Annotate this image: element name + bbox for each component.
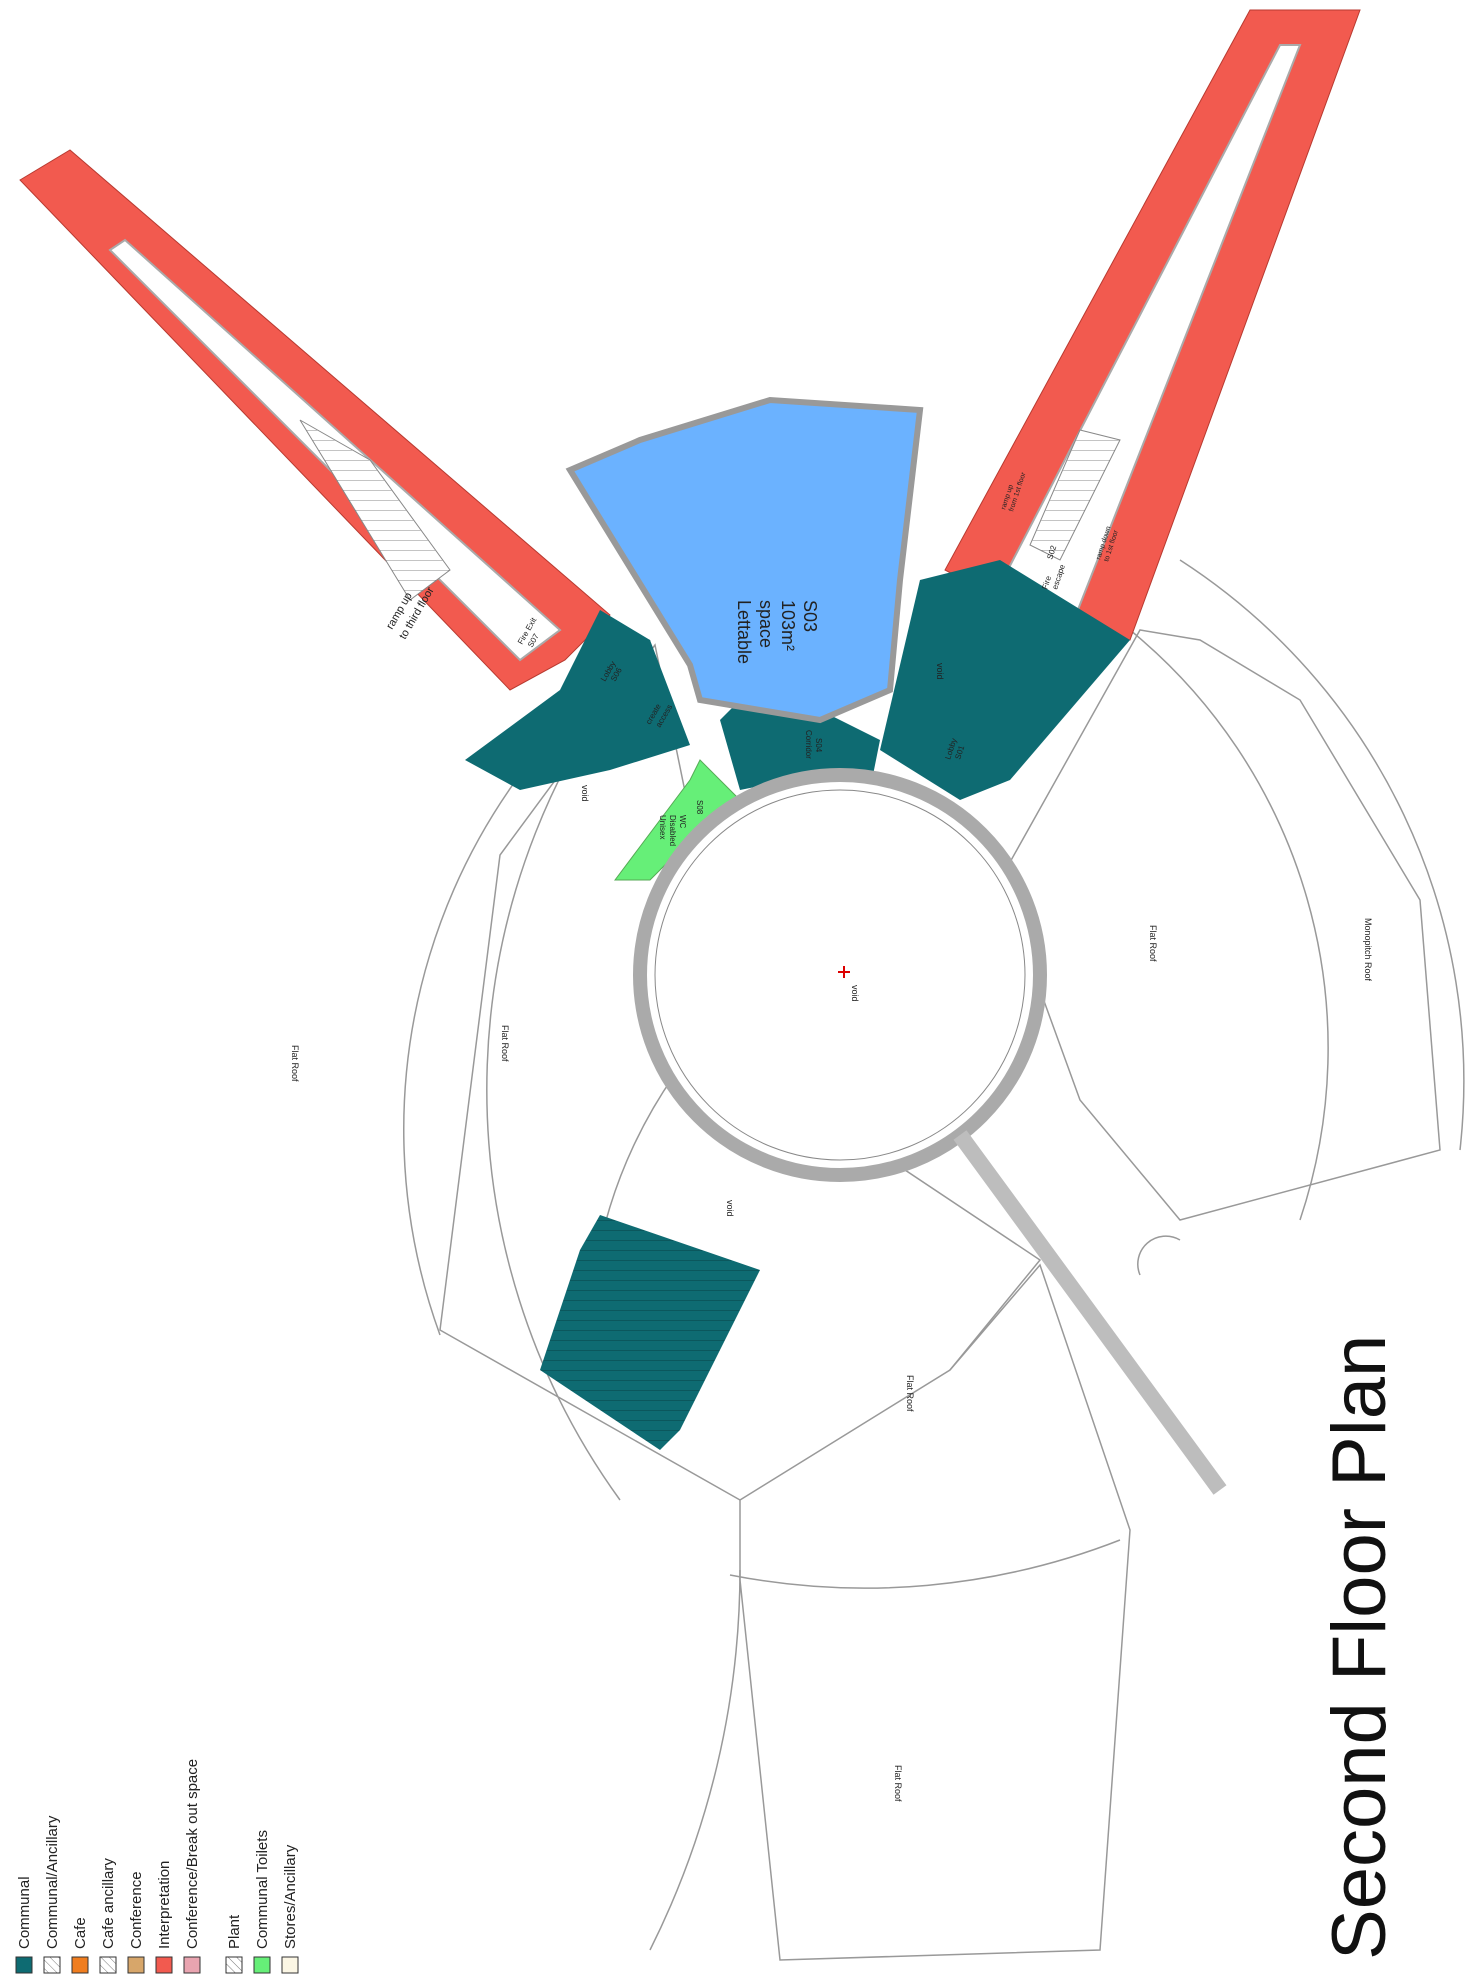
legend-label: Communal Toilets	[254, 1830, 271, 1949]
page-title: Second Floor Plan	[1317, 1335, 1402, 1960]
legend-swatch	[281, 1956, 299, 1974]
rotunda	[633, 768, 1047, 1182]
lettable-space	[565, 396, 924, 724]
toilet-label-4: S08	[695, 800, 704, 815]
lettable-label-4: S03	[800, 600, 820, 632]
legend-label: Communal	[16, 1876, 33, 1949]
lettable-label-1: Lettable	[734, 600, 754, 664]
roof-arc-south	[649, 1569, 741, 1951]
legend-label: Plant	[226, 1914, 243, 1949]
legend-label: Conference	[128, 1871, 145, 1949]
lettable-label-3: 103m²	[778, 600, 798, 651]
lobby-right-label-2: S01	[953, 744, 966, 761]
roof-outer-arc-east	[1179, 559, 1465, 1151]
void-center-label: void	[850, 985, 860, 1002]
legend-swatch	[127, 1956, 145, 1974]
legend-label: Cafe	[72, 1917, 89, 1949]
legend-swatch	[43, 1956, 61, 1974]
stair-core-south	[540, 1215, 760, 1450]
flat-roof-label-5: Flat Roof	[893, 1765, 903, 1802]
legend-label: Stores/Ancillary	[282, 1844, 299, 1949]
void-label-2: void	[935, 663, 945, 680]
bay-semicircle	[1137, 1235, 1181, 1276]
legend: Communal Communal/Ancillary Cafe Cafe ancil…	[15, 1759, 299, 1974]
flat-roof-label-2: Flat Roof	[500, 1025, 510, 1062]
flat-roof-label-4: Flat Roof	[905, 1375, 915, 1412]
legend-label: Interpretation	[156, 1861, 173, 1949]
communal-zones	[465, 560, 1130, 1450]
legend-label: Communal/Ancillary	[44, 1815, 61, 1949]
toilet-label-2: Disabled	[668, 815, 677, 846]
communal-left	[465, 610, 690, 790]
monopitch-roof-label: Monopitch Roof	[1363, 918, 1373, 982]
void-label-3: void	[725, 1200, 735, 1217]
fire-escape-label-1: Fire	[1040, 574, 1053, 590]
legend-label: Conference/Break out space	[184, 1759, 201, 1949]
void-marker-icon	[838, 966, 850, 978]
communal-right	[880, 560, 1130, 800]
legend-swatch	[155, 1956, 173, 1974]
wing-right	[944, 9, 1361, 641]
roof-sector-east	[999, 629, 1441, 1221]
legend-swatch	[15, 1956, 33, 1974]
roof-arc-bottom	[729, 1539, 1121, 1589]
corridor-zone	[720, 690, 880, 790]
legend-swatch	[225, 1956, 243, 1974]
ramp-blade	[953, 1130, 1227, 1495]
corridor-label-2: S04	[814, 738, 823, 753]
flat-roof-label-3: Flat Roof	[1148, 925, 1158, 962]
void-label-1: void	[580, 785, 590, 802]
corridor-label-1: Corridor	[804, 730, 813, 759]
legend-swatch	[183, 1956, 201, 1974]
roof-sector-south	[739, 1263, 1131, 1961]
wing-left	[19, 149, 611, 691]
legend-label: Cafe ancillary	[100, 1858, 117, 1949]
flat-roof-label-1: Flat Roof	[290, 1045, 300, 1082]
toilet-label-3: WC	[678, 815, 687, 829]
legend-swatch	[253, 1956, 271, 1974]
lettable-label-2: space	[756, 600, 776, 648]
fire-escape-label-3: S02	[1045, 544, 1058, 561]
toilet-label-1: Unisex	[658, 815, 667, 839]
legend-swatch	[71, 1956, 89, 1974]
roof-inner-arc-east	[1129, 629, 1329, 1221]
legend-swatch	[99, 1956, 117, 1974]
